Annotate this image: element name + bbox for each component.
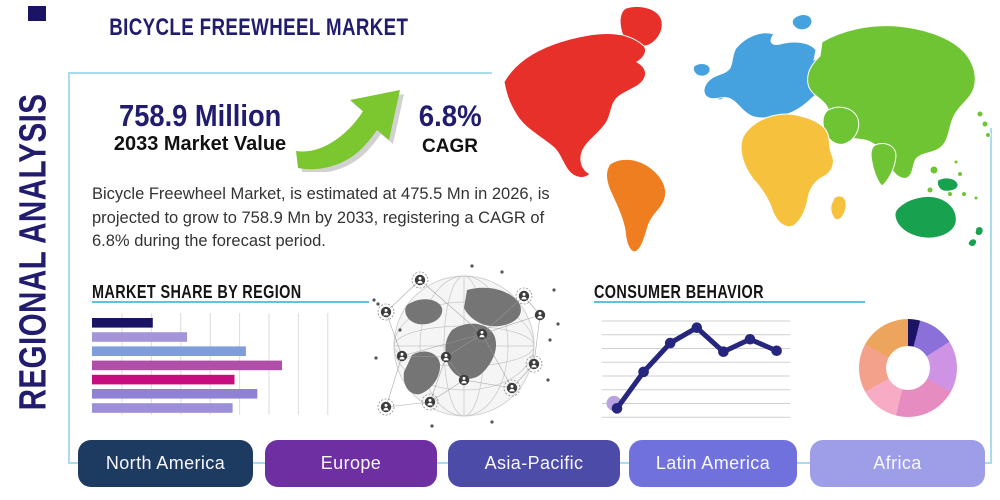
map-south-america bbox=[606, 158, 667, 253]
arrow-body bbox=[296, 90, 400, 170]
person-node-icon bbox=[377, 398, 395, 416]
consumer-behavior-underline bbox=[594, 301, 865, 303]
button-asia-pacific[interactable]: Asia-Pacific bbox=[448, 440, 620, 487]
button-north-america[interactable]: North America bbox=[78, 440, 253, 487]
person-node-icon bbox=[396, 350, 408, 362]
map-new-zealand bbox=[967, 226, 984, 247]
map-africa bbox=[740, 113, 834, 228]
map-greenland bbox=[619, 5, 663, 47]
globe-network-nodes bbox=[372, 264, 560, 428]
market-share-underline bbox=[92, 301, 369, 303]
map-novaya-zemlya bbox=[791, 14, 813, 31]
market-value-label: 2033 Market Value bbox=[113, 133, 287, 155]
person-node-icon bbox=[503, 379, 521, 397]
person-node-icon bbox=[421, 393, 439, 411]
market-share-bar-chart bbox=[92, 313, 329, 415]
side-label-regional-analysis: REGIONAL ANALYSIS bbox=[12, 93, 55, 411]
page-title-text: BICYCLE FREEWHEEL MARKET bbox=[109, 14, 409, 41]
map-new-guinea bbox=[936, 177, 959, 192]
donut-hole bbox=[886, 346, 930, 390]
person-node-icon bbox=[525, 355, 543, 373]
button-africa[interactable]: Africa bbox=[810, 440, 985, 487]
market-value-number: 758.9 Million bbox=[118, 98, 282, 133]
description-line: Bicycle Freewheel Market, is estimated a… bbox=[92, 185, 550, 203]
person-node-icon bbox=[411, 271, 429, 289]
market-description: Bicycle Freewheel Market, is estimated a… bbox=[92, 183, 582, 254]
page-title: BICYCLE FREEWHEEL MARKET bbox=[67, 14, 447, 42]
map-north-america bbox=[503, 33, 647, 178]
cagr-label: CAGR bbox=[422, 136, 478, 157]
region-button-row: North America Europe Asia-Pacific Latin … bbox=[0, 440, 1000, 488]
map-east-asia-islands bbox=[926, 110, 991, 201]
person-node-icon bbox=[534, 309, 546, 321]
description-line: 6.8% during the forecast period. bbox=[92, 232, 326, 250]
button-europe[interactable]: Europe bbox=[265, 440, 437, 487]
globe-continents bbox=[403, 287, 521, 395]
market-share-section-title: MARKET SHARE BY REGION bbox=[92, 281, 302, 302]
person-node-icon bbox=[515, 287, 533, 305]
world-map bbox=[503, 5, 991, 253]
globe-network-graphic bbox=[372, 264, 560, 428]
map-europe bbox=[703, 32, 846, 119]
map-australia bbox=[894, 195, 957, 239]
donut-chart bbox=[859, 319, 957, 417]
corner-decoration-square bbox=[28, 6, 46, 21]
button-latin-america[interactable]: Latin America bbox=[629, 440, 797, 487]
growth-arrow-icon bbox=[296, 90, 404, 172]
map-iceland bbox=[692, 63, 711, 77]
market-value-stat: 758.9 Million bbox=[85, 98, 315, 134]
person-node-icon bbox=[473, 325, 491, 343]
cagr-number: 6.8% bbox=[418, 100, 482, 133]
content-box-border-left bbox=[68, 72, 70, 463]
map-madagascar bbox=[830, 195, 847, 221]
person-node-icon bbox=[377, 303, 395, 321]
map-india bbox=[870, 143, 897, 187]
person-node-icon bbox=[458, 374, 470, 386]
consumer-behavior-line-chart bbox=[602, 320, 790, 418]
consumer-behavior-section-title: CONSUMER BEHAVIOR bbox=[594, 281, 764, 302]
cagr-stat: 6.8% bbox=[400, 100, 500, 134]
map-asia bbox=[807, 25, 976, 179]
map-middle-east bbox=[822, 106, 860, 145]
person-node-icon bbox=[440, 351, 452, 363]
description-line: projected to grow to 758.9 Mn by 2033, r… bbox=[92, 208, 545, 227]
content-box-border-top bbox=[68, 72, 492, 74]
content-box-border-right bbox=[990, 128, 992, 464]
